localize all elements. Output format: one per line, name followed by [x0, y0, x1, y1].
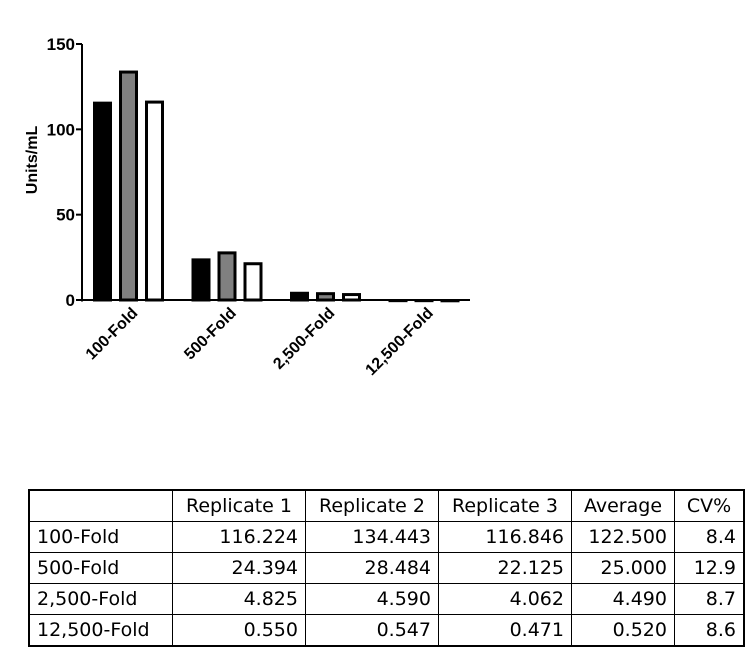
table-cell: 4.490: [571, 583, 675, 615]
table-cell: 22.125: [438, 552, 572, 584]
row-label: 500-Fold: [28, 552, 173, 584]
table-row: 500-Fold 24.394 28.484 22.125 25.000 12.…: [28, 552, 745, 584]
bar-chart: 0 50 100 150 100-Fold 500-Fold 2,500-Fold 12,50…: [24, 35, 470, 379]
table-cell: 4.062: [438, 583, 572, 615]
x-tick-label: 12,500-Fold: [363, 305, 437, 379]
bar-series-1-2: [290, 291, 309, 302]
bar-series-1-0: [93, 101, 112, 302]
y-tick-label: 0: [66, 291, 75, 310]
bars-group: [93, 70, 460, 303]
table-cell: 8.6: [674, 614, 745, 647]
y-tick-label: 50: [56, 206, 75, 225]
row-label: 2,500-Fold: [28, 583, 173, 615]
table-cell: 12.9: [674, 552, 745, 584]
table-cell: 0.520: [571, 614, 675, 647]
table-cell: 25.000: [571, 552, 675, 584]
table-row: 12,500-Fold 0.550 0.547 0.471 0.520 8.6: [28, 614, 745, 647]
table-cell: 0.547: [305, 614, 439, 647]
table-cell: 8.7: [674, 583, 745, 615]
header-cell: Average: [571, 489, 675, 522]
header-cell: Replicate 3: [438, 489, 572, 522]
table-cell: 122.500: [571, 521, 675, 553]
y-axis-label: Units/mL: [24, 126, 41, 195]
table-cell: 8.4: [674, 521, 745, 553]
bar-series-2-1: [217, 251, 237, 302]
bar-series-1-1: [191, 258, 211, 302]
bar-series-3-0: [145, 100, 164, 302]
header-cell: [28, 489, 173, 522]
table-cell: 0.471: [438, 614, 572, 647]
x-tick-label: 2,500-Fold: [270, 305, 338, 373]
table-header-row: Replicate 1 Replicate 2 Replicate 3 Aver…: [28, 489, 745, 522]
y-tick-label: 150: [47, 35, 75, 54]
results-table: Replicate 1 Replicate 2 Replicate 3 Aver…: [28, 489, 745, 647]
row-label: 12,500-Fold: [28, 614, 173, 647]
table-cell: 116.846: [438, 521, 572, 553]
table-cell: 4.825: [172, 583, 306, 615]
header-cell: CV%: [674, 489, 745, 522]
table-cell: 4.590: [305, 583, 439, 615]
x-tick-label: 500-Fold: [181, 305, 240, 364]
table-cell: 28.484: [305, 552, 439, 584]
bar-series-2-0: [119, 70, 138, 302]
table-cell: 134.443: [305, 521, 439, 553]
header-cell: Replicate 1: [172, 489, 306, 522]
table-cell: 116.224: [172, 521, 306, 553]
x-tick-label: 100-Fold: [83, 305, 142, 364]
table-row: 100-Fold 116.224 134.443 116.846 122.500…: [28, 521, 745, 553]
table-cell: 24.394: [172, 552, 306, 584]
row-label: 100-Fold: [28, 521, 173, 553]
table-row: 2,500-Fold 4.825 4.590 4.062 4.490 8.7: [28, 583, 745, 615]
y-tick-label: 100: [47, 120, 75, 139]
bar-series-3-1: [243, 262, 263, 302]
header-cell: Replicate 2: [305, 489, 439, 522]
table-cell: 0.550: [172, 614, 306, 647]
